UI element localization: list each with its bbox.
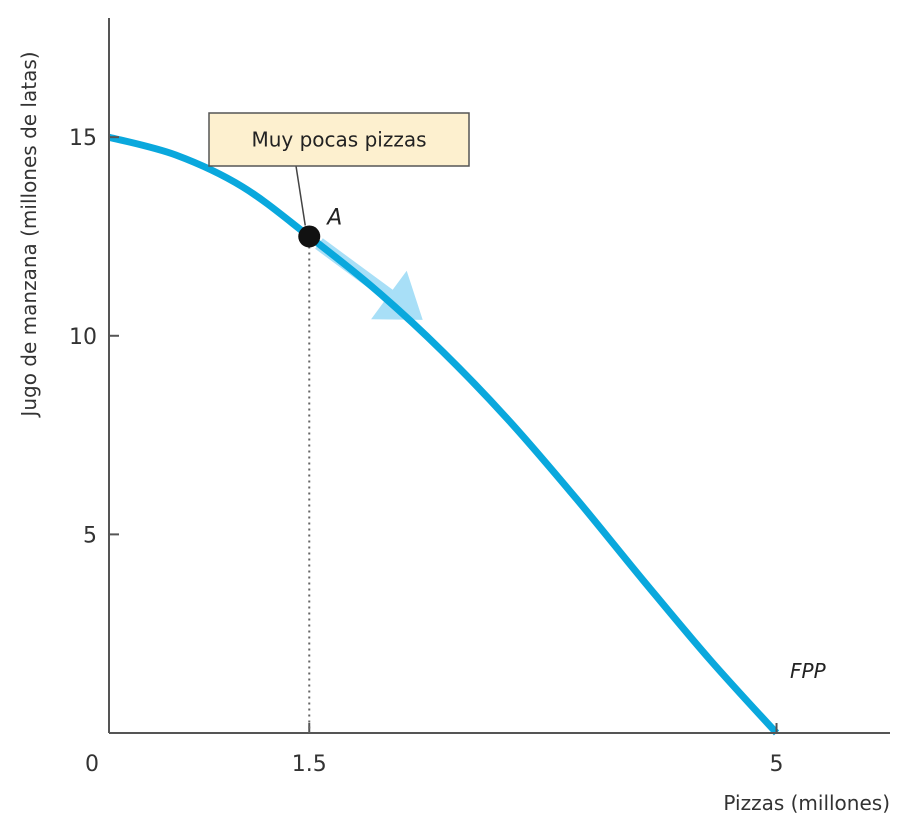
callout-pointer (295, 165, 306, 226)
y-tick-label: 10 (69, 325, 97, 350)
point-a-label: A (325, 205, 342, 230)
series-label-fpp: FPP (790, 659, 827, 683)
series-line-fpp (108, 133, 780, 736)
y-tick-label: 15 (69, 126, 97, 151)
x-tick-label: 5 (770, 752, 784, 777)
y-axis-title: Jugo de manzana (millones de latas) (17, 51, 41, 418)
x-axis-title: Pizzas (millones) (723, 791, 890, 815)
origin-label: 0 (85, 752, 99, 777)
point-a-marker (298, 225, 321, 248)
callout-box (208, 112, 470, 167)
x-tick-label: 1.5 (292, 752, 327, 777)
callout-text: Muy pocas pizzas (251, 128, 426, 152)
callout: Muy pocas pizzas (208, 112, 470, 226)
y-tick-label: 5 (83, 523, 97, 548)
